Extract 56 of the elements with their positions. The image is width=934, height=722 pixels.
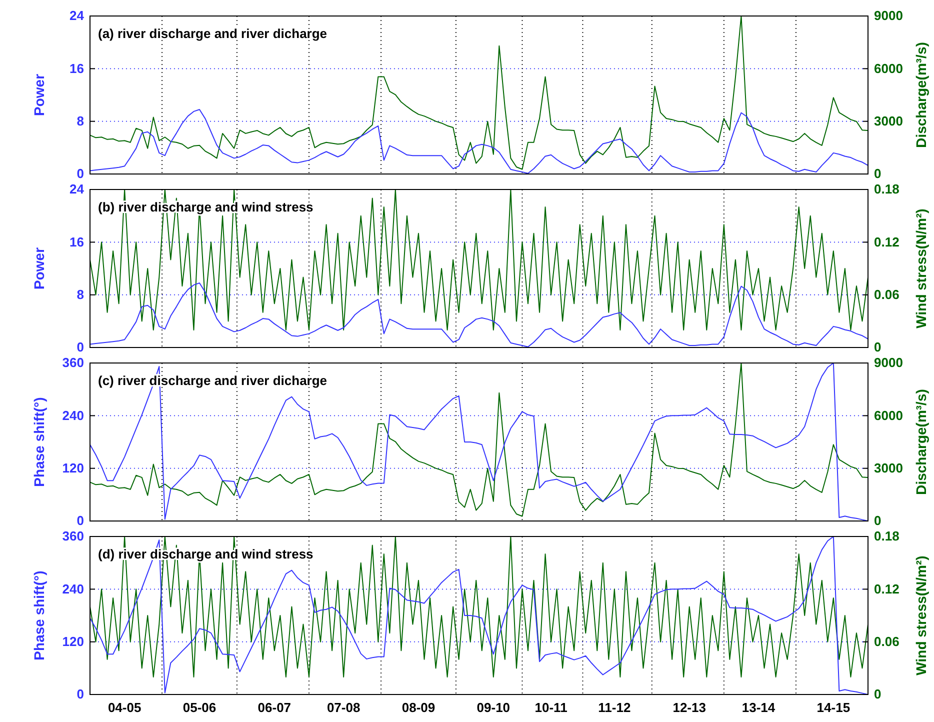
y-tick-label: 120 [62,634,84,649]
y-tick-label: 0 [76,686,84,702]
text: (a) river discharge and river dicharge [98,26,328,41]
y2-tick-label: 9000 [874,355,903,370]
y-tick-label: 8 [76,286,84,302]
y2-tick-label: 0 [874,340,882,355]
y-tick-label: 0 [76,513,84,528]
y2-tick-label: 6000 [874,408,903,423]
x-tick-label: 08-09 [402,700,436,715]
y-tick-label: 120 [62,460,84,476]
y2-tick-label: 0 [874,513,882,528]
y2-tick-label: 3000 [874,460,903,476]
y2-tick-label: 0.18 [874,528,900,544]
line-series [90,108,868,174]
x-tick-label: 05-06 [182,700,216,715]
y-axis-title: Power [31,73,47,116]
line-series [90,189,868,330]
y-tick-label: 24 [70,8,85,24]
y-tick-label: 240 [62,408,84,423]
y2-tick-label: 0.12 [874,234,900,250]
y2-axis-title: Discharge(m³/s) [913,42,929,148]
y2-tick-label: 6000 [874,60,903,76]
y-tick-label: 0 [76,340,84,355]
y-tick-label: 0 [76,166,84,182]
line-series [90,282,868,348]
y2-axis-title: Wind stress(N/m²) [913,208,929,328]
y2-axis-title: Wind stress(N/m²) [913,556,929,676]
y-tick-label: 360 [62,355,84,370]
y-tick-label: 360 [62,528,84,544]
y-axis-title: Power [31,246,47,290]
y2-tick-label: 0 [874,686,882,702]
y2-tick-label: 0.12 [874,581,900,596]
y2-axis-title: Discharge(m³/s) [913,389,929,495]
x-tick-label: 06-07 [258,700,292,715]
line-series [90,16,868,170]
x-tick-label: 12-13 [672,700,706,715]
y-tick-label: 240 [62,581,84,596]
x-tick-label: 07-08 [326,700,360,715]
y2-tick-label: 0.18 [874,182,900,197]
y-tick-label: 16 [70,234,84,250]
x-tick-label: 13-14 [742,700,776,715]
x-tick-label: 10-11 [534,700,568,715]
x-tick-label: 11-12 [598,700,631,715]
x-tick-label: 04-05 [108,700,142,715]
y-axis-title: Phase shift(°) [31,570,47,660]
x-tick-label: 09-10 [476,700,510,715]
y2-tick-label: 0 [874,166,882,182]
y2-tick-label: 3000 [874,113,903,128]
y2-tick-label: 9000 [874,8,903,24]
y-tick-label: 8 [76,113,84,128]
x-tick-label: 14-15 [816,700,850,715]
y-tick-label: 16 [70,60,84,76]
y2-tick-label: 0.06 [874,634,900,649]
y-tick-label: 24 [70,182,85,197]
y2-tick-label: 0.06 [874,286,900,302]
y-axis-title: Phase shift(°) [31,397,47,487]
